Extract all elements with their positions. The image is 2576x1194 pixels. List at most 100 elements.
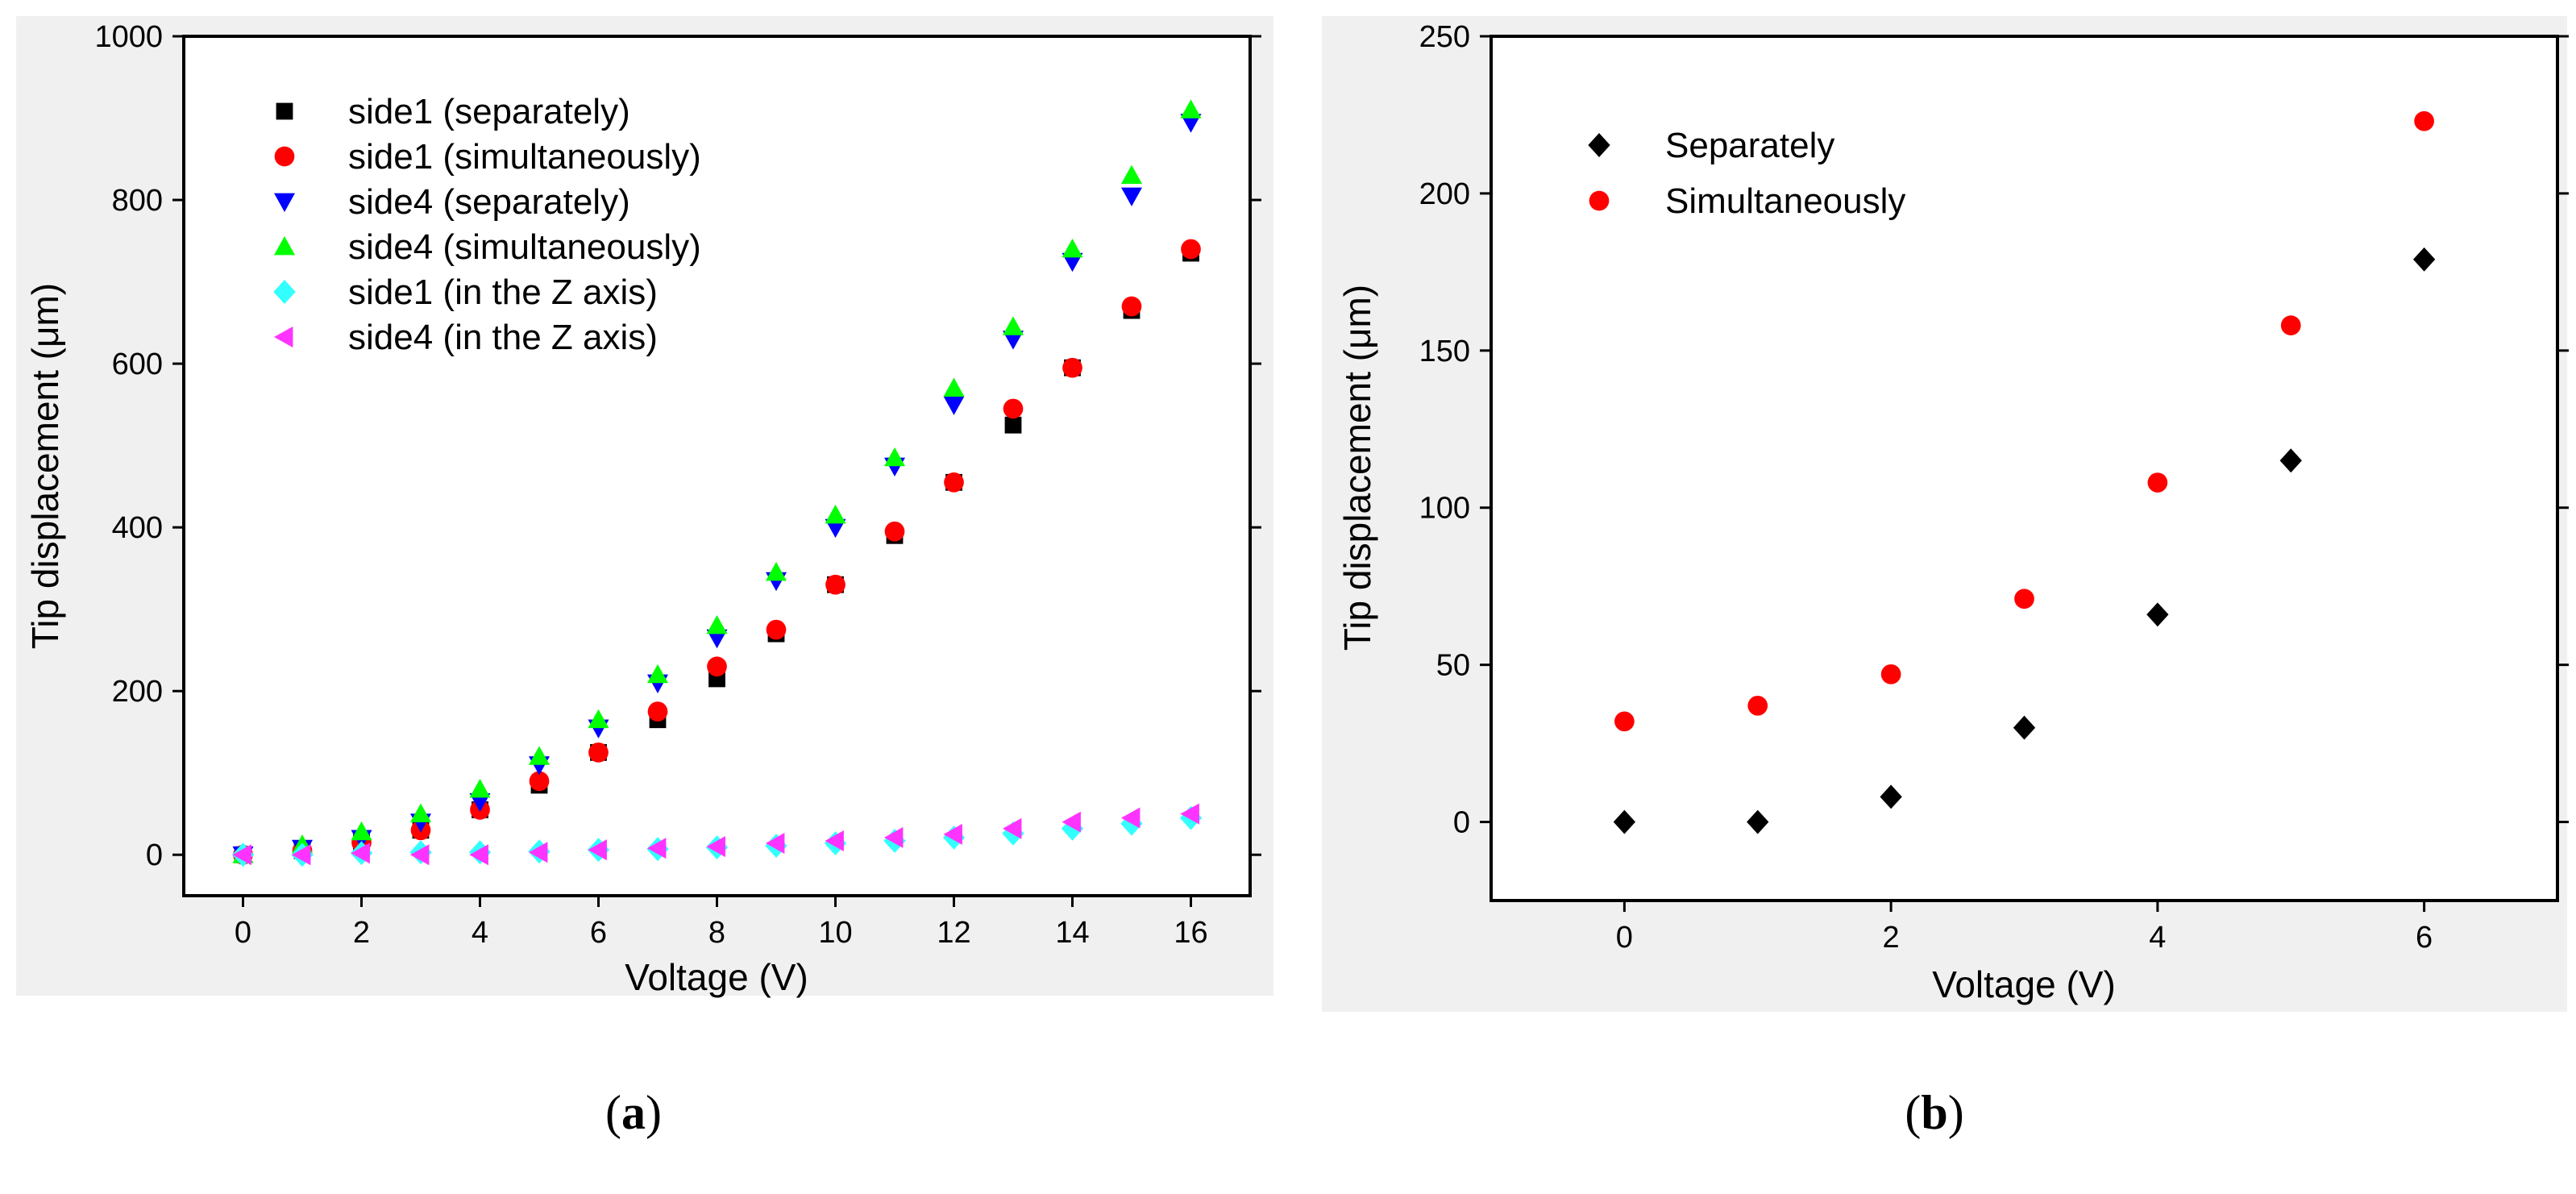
panel-a-series-6-point (943, 823, 962, 845)
panel-a-x-tick-label: 6 (590, 916, 607, 950)
panel-b-x-tick-label: 0 (1616, 921, 1633, 955)
panel-a-series-3-point (706, 629, 728, 649)
panel-b-y-axis-title: Tip displacement (μm) (1336, 285, 1378, 651)
panel-b-label: (b) (1905, 1086, 1963, 1139)
panel-a-series-4-point (469, 779, 491, 798)
panel-b-series-2-point (2014, 589, 2034, 609)
panel-a-series-2-point (1003, 398, 1024, 419)
panel-a-series-4-point (825, 504, 846, 524)
panel-a-legend: side1 (separately) side1 (simultaneously)… (273, 92, 701, 357)
panel-b-series-2-point (2280, 315, 2301, 335)
panel-a-series-6-point (706, 836, 725, 858)
panel-a-series-6-point (410, 844, 430, 866)
panel-a-data-marks (231, 99, 1203, 867)
panel-a-series-4-point (647, 664, 668, 684)
panel-a-series-2-point (884, 521, 905, 542)
panel-a-y-tick-label: 0 (146, 838, 163, 872)
panel-a-plot-area (182, 35, 1252, 897)
panel-a-series-2-point (766, 619, 787, 640)
panel-a-series-6-point (351, 842, 370, 864)
panel-a-series-6-point (529, 842, 548, 863)
panel-a-legend-marker-2 (274, 146, 295, 167)
panel-a-x-tick-label: 8 (708, 916, 725, 950)
panel-a-series-4-point (351, 821, 372, 841)
panel-a-legend-label-4: side4 (simultaneously) (348, 227, 701, 267)
panel-a-x-tick-label: 10 (818, 916, 852, 950)
panel-a-series-3-point (1062, 252, 1083, 272)
panel-b-y-tick-label: 100 (1419, 492, 1470, 526)
panel-a-series-2-point (1121, 296, 1142, 317)
panel-a-x-axis-title: Voltage (V) (625, 956, 808, 998)
panel-b: 0 2 4 6 0 50 100 150 200 250 Separately Simultaneo… (1322, 16, 2569, 1139)
panel-a-series-6-point (588, 839, 607, 861)
panel-a-series-3-point (825, 518, 846, 539)
panel-a-series-6-point (469, 844, 488, 866)
panel-a-legend-marker-6 (274, 327, 293, 347)
panel-a-x-tick-label: 4 (472, 916, 488, 950)
panel-b-series-2-point (1614, 711, 1635, 732)
panel-b-series-1-point (1747, 809, 1769, 834)
panel-a-series-3-point (943, 396, 965, 415)
panel-a-series-4-point (706, 614, 728, 634)
panel-b-series-2-point (1747, 695, 1768, 716)
panel-a-series-4-point (1180, 99, 1202, 119)
panel-a-x-tick-label: 2 (353, 916, 370, 950)
panel-b-series-2-point (1880, 664, 1901, 684)
panel-a-y-tick-label: 200 (112, 675, 163, 709)
panel-a-series-2-point (1062, 357, 1082, 378)
panel-a-label: (a) (605, 1086, 662, 1139)
panel-a: 0 2 4 6 8 10 12 14 16 0 200 400 600 800 1000 side1 (se… (16, 16, 1273, 1139)
panel-a-legend-label-2: side1 (simultaneously) (348, 137, 701, 177)
panel-b-series-2-point (2414, 110, 2434, 131)
panel-a-legend-marker-3 (274, 193, 295, 212)
panel-b-legend-label-2: Simultaneously (1665, 181, 1905, 221)
panel-a-y-axis-title: Tip displacement (μm) (24, 283, 66, 649)
panel-a-series-6-point (766, 833, 785, 855)
panel-a-y-tick-label: 1000 (94, 20, 163, 54)
panel-a-series-6-point (884, 826, 904, 848)
panel-a-series-4-point (1003, 316, 1024, 335)
panel-a-series-6-point (1003, 817, 1022, 839)
panel-a-x-tick-label: 0 (235, 916, 251, 950)
panel-b-series-1-point (2013, 715, 2036, 740)
panel-b-x-tick-label: 6 (2416, 921, 2433, 955)
panel-b-y-tick-label: 50 (1436, 649, 1470, 683)
panel-b-ticks: 0 2 4 6 0 50 100 150 200 250 (1419, 20, 2569, 955)
panel-b-legend-marker-1 (1588, 133, 1610, 157)
panel-b-y-tick-label: 200 (1419, 177, 1470, 211)
panel-a-series-4-point (884, 447, 905, 467)
panel-a-series-3-point (1003, 331, 1024, 350)
panel-a-series-6-point (1062, 811, 1081, 833)
panel-a-x-tick-label: 16 (1174, 916, 1207, 950)
panel-b-series-1-point (2412, 247, 2436, 272)
panel-a-series-6-point (647, 838, 667, 859)
panel-a-series-6-point (232, 844, 251, 866)
panel-a-legend-marker-5 (273, 280, 296, 304)
panel-a-series-6-point (825, 830, 844, 851)
panel-b-legend-label-1: Separately (1665, 126, 1834, 165)
panel-b-legend-marker-2 (1589, 190, 1610, 211)
panel-b-data-marks (1613, 110, 2436, 834)
panel-a-legend-marker-4 (274, 236, 295, 256)
panel-b-series-1-point (1880, 784, 1902, 809)
panel-a-y-tick-label: 600 (112, 347, 163, 381)
panel-b-y-tick-label: 0 (1453, 806, 1470, 840)
panel-a-y-tick-label: 800 (112, 184, 163, 218)
panel-b-series-2-point (2147, 472, 2168, 493)
panel-a-legend-label-1: side1 (separately) (348, 92, 630, 131)
panel-a-series-2-point (588, 742, 609, 763)
panel-b-series-1-point (1613, 809, 1636, 834)
panel-a-series-4-point (410, 803, 431, 822)
panel-a-series-4-point (766, 561, 787, 581)
panel-a-ticks: 0 2 4 6 8 10 12 14 16 0 200 400 600 800 1000 (94, 20, 1261, 950)
panel-a-legend-marker-1 (276, 102, 293, 120)
panel-a-y-tick-label: 400 (112, 511, 163, 545)
panel-a-series-3-point (1121, 187, 1142, 206)
panel-a-series-3-point (1180, 114, 1202, 133)
panel-a-series-3-point (469, 793, 491, 813)
panel-a-series-6-point (292, 844, 311, 866)
panel-a-series-4-point (529, 746, 550, 765)
panel-a-series-2-point (647, 701, 668, 722)
panel-a-legend-label-3: side4 (separately) (348, 182, 630, 222)
